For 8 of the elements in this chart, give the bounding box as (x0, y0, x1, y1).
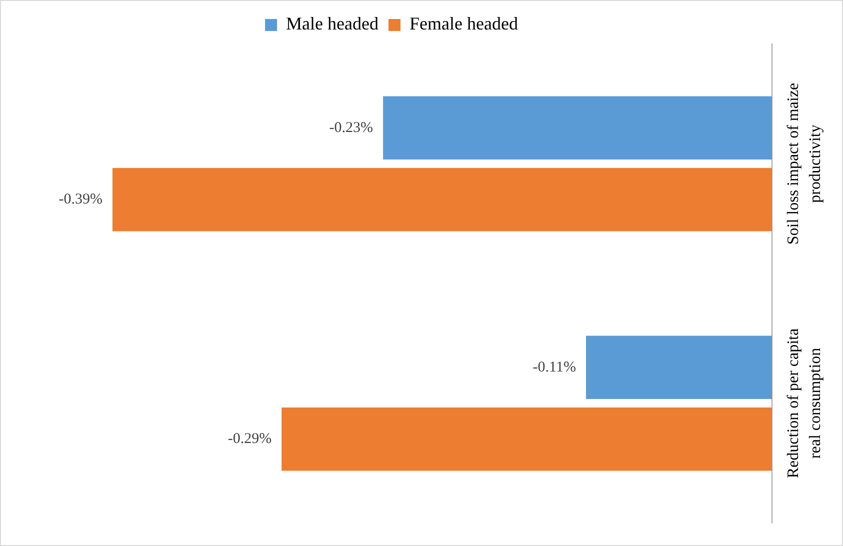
legend-label: Female headed (410, 14, 518, 34)
y-tick-label: Reduction of per capita real consumption (785, 328, 824, 478)
y-tick-label: Soil loss impact of maize productivity (785, 82, 824, 245)
legend-label: Male headed (286, 14, 379, 34)
data-label: -0.29% (228, 431, 272, 448)
data-label: -0.11% (532, 359, 576, 376)
data-label: -0.23% (329, 120, 374, 136)
data-label: -0.39% (58, 192, 102, 208)
